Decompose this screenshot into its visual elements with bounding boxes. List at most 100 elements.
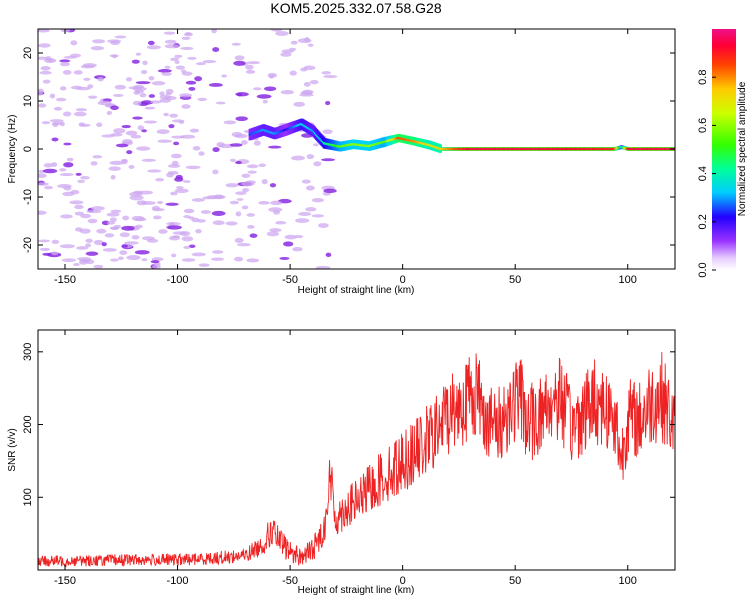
noise-speckle <box>264 86 277 92</box>
noise-speckle <box>168 164 181 168</box>
colorbar-tick-label: 0.2 <box>697 214 709 229</box>
noise-speckle <box>235 211 242 217</box>
noise-speckle <box>223 120 237 125</box>
noise-speckle <box>133 90 141 95</box>
noise-speckle <box>131 59 140 64</box>
noise-speckle <box>166 222 181 226</box>
noise-speckle <box>96 122 103 128</box>
noise-speckle <box>73 263 80 267</box>
noise-speckle <box>75 86 91 91</box>
noise-speckle <box>128 165 135 170</box>
noise-speckle <box>128 86 144 90</box>
noise-speckle <box>269 183 277 188</box>
noise-speckle <box>246 61 261 65</box>
noise-speckle <box>181 36 191 40</box>
x-tick-label: 100 <box>619 575 637 587</box>
noise-speckle <box>197 97 208 101</box>
noise-speckle <box>174 60 180 64</box>
noise-speckle <box>158 229 168 234</box>
noise-speckle <box>236 242 251 247</box>
noise-speckle <box>294 235 304 239</box>
noise-speckle <box>161 72 172 76</box>
noise-speckle <box>108 166 121 171</box>
noise-speckle <box>307 43 314 47</box>
noise-speckle <box>41 121 51 125</box>
noise-speckle <box>318 223 329 228</box>
noise-speckle <box>101 220 110 226</box>
noise-speckle <box>101 242 107 247</box>
noise-speckle <box>155 177 165 182</box>
x-tick-label: 0 <box>400 274 406 286</box>
noise-speckle <box>66 157 74 162</box>
noise-speckle <box>311 197 324 203</box>
noise-speckle <box>258 163 267 168</box>
y-tick-label: -10 <box>22 189 34 205</box>
noise-speckle <box>221 74 227 78</box>
noise-speckle <box>139 93 147 98</box>
noise-speckle <box>113 128 126 134</box>
snr-panel: -150 -100 -50 0 50 100 100 200 300 Height of st… <box>7 329 676 596</box>
noise-speckle <box>165 202 179 206</box>
noise-speckle <box>183 32 194 37</box>
noise-speckle <box>202 59 217 64</box>
x-tick-label: 100 <box>619 274 637 286</box>
noise-speckle <box>112 93 124 97</box>
noise-speckle <box>122 215 130 221</box>
noise-speckle <box>114 84 127 90</box>
noise-speckle <box>141 258 148 262</box>
noise-speckle <box>242 187 250 193</box>
noise-speckle <box>110 40 120 46</box>
noise-speckle <box>115 143 129 148</box>
noise-speckle <box>299 93 314 97</box>
noise-speckle <box>132 100 142 106</box>
noise-speckle <box>200 210 212 214</box>
noise-speckle <box>135 52 142 56</box>
noise-speckle <box>175 65 185 70</box>
noise-speckle <box>97 100 112 106</box>
noise-speckle <box>125 77 133 82</box>
spectrogram-x-axis: -150 -100 -50 0 50 100 <box>54 29 637 286</box>
noise-speckle <box>42 168 58 174</box>
noise-speckle <box>191 217 200 223</box>
noise-speckle <box>86 209 102 214</box>
noise-speckle <box>212 220 225 226</box>
noise-speckle <box>191 252 206 257</box>
x-tick-label: -100 <box>167 274 189 286</box>
noise-speckle <box>51 121 63 126</box>
noise-speckle <box>74 204 84 210</box>
noise-speckle <box>88 95 98 99</box>
noise-speckle <box>325 100 331 106</box>
noise-speckle <box>245 69 256 74</box>
noise-speckle <box>80 213 92 219</box>
noise-speckle <box>323 188 337 193</box>
noise-speckle <box>311 214 324 218</box>
noise-speckle <box>171 119 185 123</box>
noise-speckle <box>61 258 77 263</box>
noise-speckle <box>306 185 315 191</box>
noise-speckle <box>109 160 125 166</box>
noise-speckle <box>298 211 312 217</box>
noise-speckle <box>275 220 287 225</box>
colorbar-tick-label: 0.4 <box>697 166 709 181</box>
noise-speckle <box>93 239 104 246</box>
noise-speckle <box>44 185 54 190</box>
noise-speckle <box>322 129 333 134</box>
noise-speckle <box>59 86 67 91</box>
x-tick-label: -50 <box>282 575 298 587</box>
noise-speckle <box>280 52 292 57</box>
noise-speckle <box>198 263 210 267</box>
noise-speckle <box>187 56 197 60</box>
noise-speckle <box>90 46 105 51</box>
noise-speckle <box>321 71 332 75</box>
noise-speckle <box>125 130 138 136</box>
noise-speckle <box>266 231 280 237</box>
noise-speckle <box>38 182 49 186</box>
noise-speckle <box>104 233 115 238</box>
y-tick-label: 300 <box>22 343 34 361</box>
noise-speckle <box>76 257 92 261</box>
noise-speckle <box>175 174 183 180</box>
noise-speckle <box>55 97 67 102</box>
noise-speckle <box>49 93 56 99</box>
noise-speckle <box>179 231 191 237</box>
y-tick-label: -20 <box>22 237 34 253</box>
